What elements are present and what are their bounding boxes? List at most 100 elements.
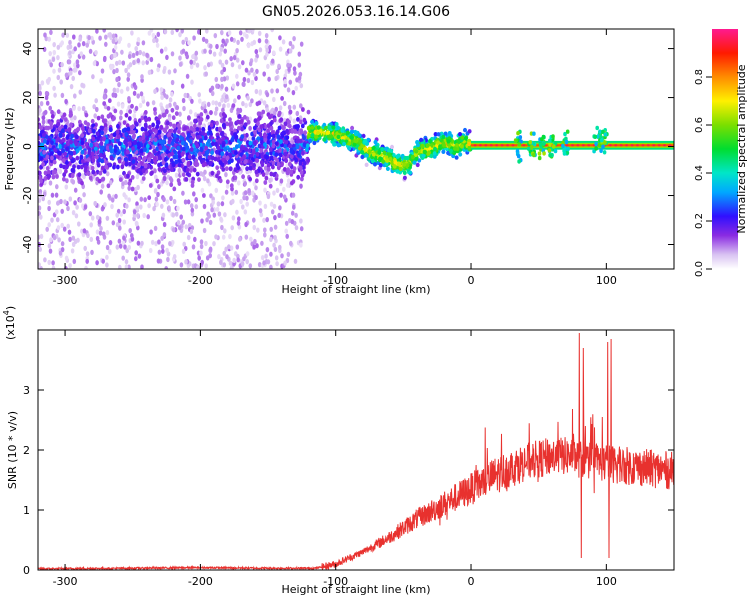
band-cell <box>298 165 303 171</box>
band-cell <box>161 112 166 118</box>
top-xtick-label: 100 <box>596 274 617 287</box>
noise-cell <box>38 197 42 203</box>
band-cell <box>197 177 201 183</box>
band-cell <box>180 152 185 157</box>
trace-cell <box>454 143 459 148</box>
noise-cell <box>267 76 271 82</box>
band-cell <box>70 173 75 179</box>
band-cell <box>153 156 157 161</box>
trace-cell <box>433 132 438 137</box>
band-cell <box>40 141 45 147</box>
noise-cell <box>104 34 108 40</box>
band-cell <box>236 159 241 164</box>
band-cell <box>293 129 297 134</box>
noise-cell <box>52 235 57 241</box>
band-cell <box>263 142 267 148</box>
noise-cell <box>152 206 156 212</box>
noise-cell <box>264 38 269 44</box>
noise-cell <box>128 62 133 68</box>
band-cell <box>274 141 279 147</box>
band-cell <box>184 142 189 148</box>
trace-cell <box>325 130 330 135</box>
noise-cell <box>270 88 274 94</box>
band-cell <box>161 139 166 145</box>
trace-cell <box>310 125 315 130</box>
trace-cell <box>385 166 390 171</box>
band-cell <box>118 177 123 183</box>
noise-cell <box>198 98 202 104</box>
trace-cell <box>316 114 321 120</box>
band-cell <box>207 138 211 144</box>
noise-cell <box>98 230 103 236</box>
band-cell <box>160 153 165 158</box>
band-cell <box>43 170 48 176</box>
burst-cell <box>564 139 569 145</box>
noise-cell <box>222 250 227 256</box>
noise-cell <box>201 101 205 107</box>
noise-cell <box>241 204 245 210</box>
trace-cell <box>336 134 341 140</box>
noise-cell <box>299 41 304 47</box>
noise-cell <box>216 201 221 207</box>
noise-cell <box>130 30 134 36</box>
noise-cell <box>148 247 153 254</box>
noise-cell <box>222 262 227 268</box>
band-cell <box>234 144 239 150</box>
trace-cell <box>467 145 472 150</box>
tone-dot <box>511 144 515 147</box>
noise-cell <box>71 179 76 185</box>
noise-cell <box>258 47 263 53</box>
noise-cell <box>200 218 204 224</box>
band-cell <box>287 123 292 129</box>
noise-cell <box>220 62 225 68</box>
trace-cell <box>373 139 378 145</box>
top-xlabel: Height of straight line (km) <box>281 283 430 296</box>
band-cell <box>187 115 191 121</box>
band-cell <box>147 157 152 162</box>
noise-cell <box>289 240 293 246</box>
noise-cell <box>159 87 164 93</box>
noise-cell <box>281 39 286 45</box>
band-cell <box>161 160 166 166</box>
noise-cell <box>220 224 224 231</box>
burst-cell <box>516 131 520 136</box>
noise-cell <box>199 250 203 256</box>
noise-cell <box>136 93 140 99</box>
noise-cell <box>211 199 215 205</box>
burst-cell <box>562 151 567 156</box>
noise-cell <box>105 230 110 236</box>
band-cell <box>98 152 103 158</box>
trace-cell <box>308 138 313 144</box>
band-cell <box>158 145 163 151</box>
band-cell <box>275 157 279 163</box>
trace-cell <box>340 128 345 133</box>
noise-cell <box>161 248 165 254</box>
band-cell <box>58 151 62 156</box>
noise-cell <box>203 48 207 54</box>
band-cell <box>41 161 45 167</box>
band-cell <box>180 140 185 146</box>
noise-cell <box>190 98 194 104</box>
noise-cell <box>170 239 175 246</box>
band-cell <box>209 110 213 115</box>
noise-cell <box>134 220 139 226</box>
noise-cell <box>107 32 111 38</box>
noise-cell <box>286 87 291 93</box>
band-cell <box>169 182 174 188</box>
band-cell <box>79 164 84 170</box>
noise-cell <box>279 178 284 184</box>
noise-cell <box>119 109 123 115</box>
band-cell <box>56 136 61 142</box>
trace-cell <box>436 140 440 145</box>
band-cell <box>305 143 310 149</box>
noise-cell <box>279 192 283 198</box>
band-cell <box>148 124 152 130</box>
noise-cell <box>40 80 45 86</box>
noise-cell <box>190 211 195 217</box>
noise-cell <box>208 219 213 225</box>
noise-cell <box>82 228 87 234</box>
noise-cell <box>294 85 299 91</box>
noise-cell <box>166 256 170 263</box>
band-cell <box>38 117 41 122</box>
band-cell <box>276 134 281 140</box>
